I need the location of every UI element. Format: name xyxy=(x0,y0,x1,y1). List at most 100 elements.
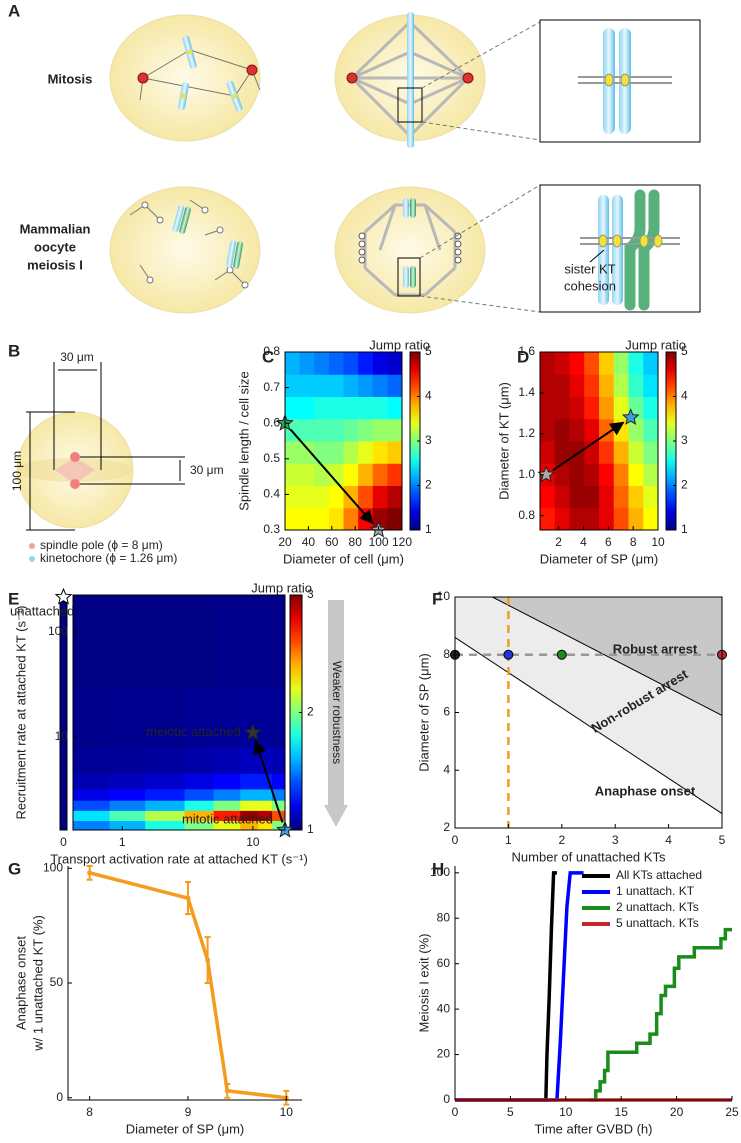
heat-cell xyxy=(272,686,286,748)
spindle-pole xyxy=(137,72,149,84)
heat-cell xyxy=(258,820,273,831)
heat-cell xyxy=(145,747,186,774)
heat-cell xyxy=(145,686,186,748)
heat-cell xyxy=(628,485,644,509)
heat-cell xyxy=(599,463,615,486)
heat-cell xyxy=(328,441,344,464)
colorbar-tick-label: 3 xyxy=(681,433,688,447)
y-tick-label: 0.6 xyxy=(263,415,280,429)
heat-cell xyxy=(554,374,570,397)
heat-cell xyxy=(184,820,215,831)
heat-cell xyxy=(240,820,259,831)
point xyxy=(87,870,93,876)
heat-cell xyxy=(358,418,374,442)
heat-cell xyxy=(272,773,286,790)
row-label: oocyte xyxy=(34,239,76,254)
x-tick-label: 9 xyxy=(185,1105,192,1119)
heat-cell xyxy=(387,507,403,531)
cell xyxy=(109,14,261,142)
heat-cell xyxy=(643,441,659,464)
legend-swatch xyxy=(29,543,35,549)
heat-cell xyxy=(240,747,259,774)
heat-cell xyxy=(387,418,403,442)
heat-cell xyxy=(628,463,644,486)
heat-cell xyxy=(73,810,111,822)
heat-cell xyxy=(358,441,374,464)
x-tick-label: 1 xyxy=(505,833,512,847)
heat-cell xyxy=(213,773,241,790)
heat-cell xyxy=(599,352,615,375)
heat-cell xyxy=(569,374,585,397)
heat-cell xyxy=(613,485,629,509)
heat-cell xyxy=(554,418,570,442)
heat-cell xyxy=(73,595,111,688)
heat-cell xyxy=(343,418,359,442)
heat-cell xyxy=(299,374,315,397)
heat-cell xyxy=(272,788,286,801)
heat-cell xyxy=(613,396,629,420)
colorbar-tick-label: 2 xyxy=(307,705,314,719)
heat-cell xyxy=(240,800,259,811)
heat-cell xyxy=(285,507,301,531)
heat-cell xyxy=(285,441,301,464)
heat-cell xyxy=(145,788,186,801)
panel-label: C xyxy=(262,347,274,366)
dimension-label: 30 μm xyxy=(190,463,224,477)
x-tick-label: 10 xyxy=(651,535,665,549)
heat-cell xyxy=(314,418,330,442)
heat-cell xyxy=(613,441,629,464)
heat-cell xyxy=(299,441,315,464)
heat-cell xyxy=(599,396,615,420)
y-tick-label: 0.8 xyxy=(518,508,535,522)
microtubules xyxy=(129,199,249,289)
plot-frame xyxy=(72,594,286,831)
microtubules xyxy=(139,49,261,101)
heat-cell xyxy=(569,396,585,420)
heat-cell xyxy=(372,418,388,442)
y-axis-label: Meiosis I exit (%) xyxy=(416,934,431,1033)
heat-cell xyxy=(569,418,585,442)
arrow xyxy=(289,428,374,525)
colorbar-title: Jump ratio xyxy=(369,337,430,352)
heat-cell xyxy=(328,418,344,442)
heat-cell xyxy=(109,800,146,811)
heat-cell xyxy=(285,396,301,420)
heat-cell xyxy=(372,396,388,420)
x-tick-label: 2 xyxy=(555,535,562,549)
heat-cell xyxy=(109,747,146,774)
row-label: meiosis I xyxy=(27,257,83,272)
heat-cell xyxy=(240,788,259,801)
heat-cell xyxy=(213,595,241,688)
heat-cell xyxy=(213,747,241,774)
y-tick-label: 0.8 xyxy=(263,344,280,358)
x-axis-label: Number of unattached KTs xyxy=(512,849,666,864)
heat-cell xyxy=(328,463,344,486)
x-tick-label: 6 xyxy=(605,535,612,549)
heat-cell xyxy=(599,507,615,531)
axis-line xyxy=(67,866,302,1101)
spindle-pole xyxy=(70,479,80,489)
legend-label: All KTs attached xyxy=(616,868,702,882)
panel-b: B 30 μm 100 μm 30 μm spindle pole (ϕ = 8… xyxy=(8,341,224,565)
heat-cell xyxy=(258,788,273,801)
heat-cell xyxy=(569,352,585,375)
heat-cell xyxy=(628,507,644,531)
heat-cell xyxy=(540,485,556,509)
x-tick-label: 25 xyxy=(725,1105,739,1119)
y-tick-label: 80 xyxy=(437,910,451,924)
point xyxy=(205,957,211,963)
x-tick-label: 10 xyxy=(246,835,260,849)
spindle xyxy=(55,457,95,484)
colorbar-tick-label: 2 xyxy=(681,478,688,492)
heat-cell xyxy=(184,686,215,748)
heat-cell xyxy=(328,352,344,375)
heat-cell xyxy=(314,396,330,420)
y-axis-label: Diameter of SP (μm) xyxy=(416,653,431,772)
spindle-pole xyxy=(70,452,80,462)
heat-cell xyxy=(109,788,146,801)
heat-cell xyxy=(213,810,241,822)
x-tick-label: 100 xyxy=(369,535,389,549)
heat-cell xyxy=(73,788,111,801)
heat-cell xyxy=(643,352,659,375)
